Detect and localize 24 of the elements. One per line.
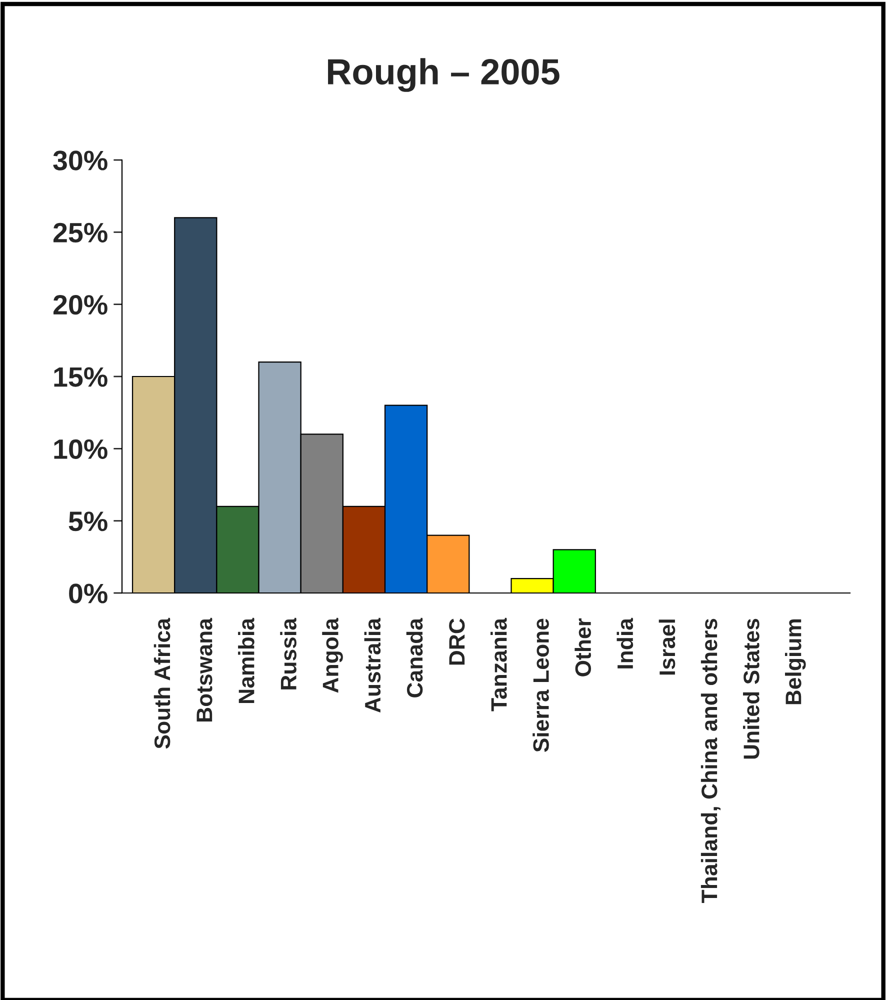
x-tick-label: Namibia <box>238 618 254 703</box>
y-tick-label: 0% <box>69 584 108 604</box>
x-tick-label: Thailand, China and others <box>700 618 720 903</box>
x-tick-label: United States <box>743 618 760 759</box>
y-tick-label: 25% <box>53 222 108 243</box>
chart-title: Rough – 2005 <box>328 58 560 92</box>
x-tick-label: Tanzania <box>490 618 507 712</box>
x-tick-label: Russia <box>280 618 296 690</box>
y-tick-label: 15% <box>54 367 108 387</box>
y-tick-label: 10% <box>54 439 108 460</box>
x-tick-label: Belgium <box>785 619 806 704</box>
y-tick-label: 5% <box>68 512 108 532</box>
y-tick-label: 30% <box>53 150 108 170</box>
x-tick-label: Sierra Leone <box>532 618 549 752</box>
y-tick-label: 20% <box>53 295 108 315</box>
x-tick-label: Botswana <box>196 618 212 722</box>
x-tick-label: Angola <box>322 618 343 693</box>
x-tick-label: Other <box>574 618 592 676</box>
x-tick-label: India <box>616 618 634 668</box>
x-tick-label: South Africa <box>154 618 170 749</box>
x-tick-label: Canada <box>406 618 423 698</box>
x-tick-label: DRC <box>449 618 465 665</box>
x-tick-label: Australia <box>364 618 381 713</box>
x-tick-label: Israel <box>658 620 676 675</box>
